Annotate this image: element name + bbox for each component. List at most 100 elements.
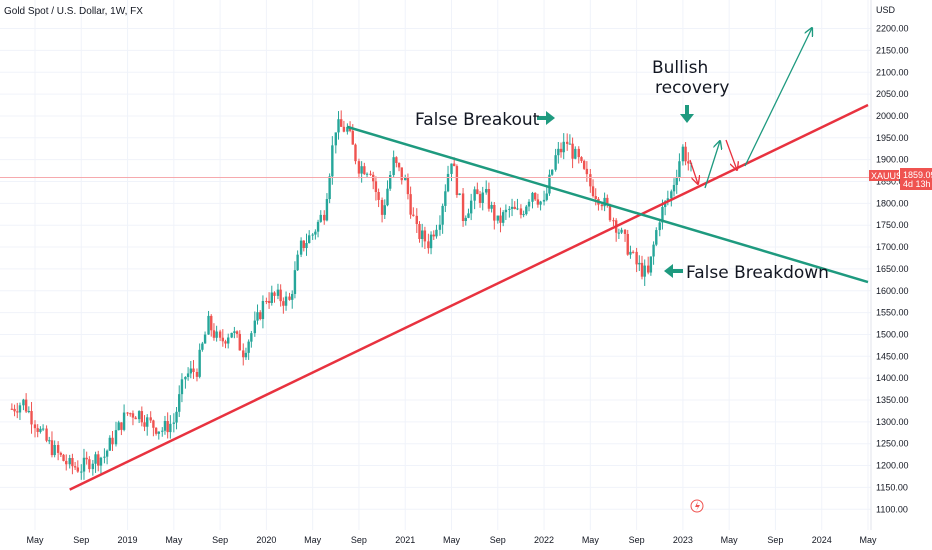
candle-body (455, 166, 459, 195)
candle-body (441, 205, 444, 225)
resistance-trend-line[interactable] (347, 125, 869, 284)
candle-body (372, 174, 375, 182)
candle-body (527, 201, 531, 207)
lightning-icon[interactable] (690, 499, 704, 513)
grid (0, 0, 871, 530)
candle-body (493, 204, 496, 221)
x-tick-label: May (26, 535, 44, 545)
symbol-title: Gold Spot / U.S. Dollar, 1W, FX (4, 6, 143, 17)
candle-body (122, 412, 126, 430)
candle-body (435, 229, 438, 237)
candle-body (161, 430, 164, 432)
candle-body (169, 423, 172, 433)
candle-body (612, 220, 615, 222)
candle-body (452, 163, 456, 167)
candle-body (420, 230, 424, 239)
candle-body (65, 460, 68, 465)
candle-body (354, 144, 357, 162)
candle-body (600, 204, 604, 207)
candle-body (323, 214, 326, 221)
candle-body (508, 208, 511, 210)
x-tick-label: 2021 (395, 535, 415, 545)
candle-body (357, 161, 361, 174)
candle-body (175, 411, 178, 423)
candle-body (319, 214, 322, 222)
candle-body (365, 173, 369, 175)
projection-up-arrow-2 (744, 28, 812, 167)
candle-body (111, 437, 114, 445)
x-tick-label: 2020 (256, 535, 276, 545)
candle-body (180, 379, 184, 395)
candle-body (672, 184, 676, 192)
candle-body (415, 215, 418, 225)
candle-body (307, 235, 311, 244)
candle-body (450, 163, 453, 174)
candle-body (467, 213, 470, 218)
candle-body (589, 174, 592, 187)
candle-body (146, 417, 149, 427)
y-tick-label: 2200.00 (876, 24, 909, 34)
candle-body (207, 315, 210, 335)
candle-body (227, 337, 230, 344)
candle-body (377, 192, 380, 200)
candle-body (438, 224, 442, 230)
candle-body (10, 408, 14, 410)
candle-body (649, 256, 653, 273)
candle-body (675, 177, 678, 185)
candle-body (259, 312, 262, 320)
candle-body (687, 161, 690, 164)
candle-body (36, 428, 39, 432)
candle-body (550, 169, 554, 175)
candle-body (444, 191, 447, 206)
candle-body (594, 196, 597, 199)
candle-body (412, 214, 415, 216)
candle-body (33, 424, 37, 429)
time-scale: May Sep 2019 May Sep 2020 May Sep 2021 May Sep 2022… (26, 535, 877, 545)
x-tick-label: May (443, 535, 461, 545)
candle-body (293, 270, 297, 294)
candle-body (88, 459, 91, 470)
candle-body (446, 173, 450, 192)
candle-body (218, 331, 222, 338)
x-tick-label: May (304, 535, 322, 545)
candle-body (48, 440, 51, 442)
y-tick-label: 1400.00 (876, 373, 909, 383)
candle-body (487, 189, 491, 209)
false-breakdown-label: False Breakdown (686, 263, 829, 283)
candle-body (360, 166, 363, 174)
y-tick-label: 1800.00 (876, 198, 909, 208)
y-tick-label: 1950.00 (876, 133, 909, 143)
candle-body (568, 143, 572, 145)
candle-body (565, 141, 569, 144)
candle-body (94, 454, 97, 464)
candle-body (400, 167, 403, 181)
pullback-red-arrow (689, 159, 698, 184)
candle-body (481, 192, 484, 203)
candle-body (404, 177, 407, 181)
x-tick-label: Sep (212, 535, 228, 545)
candle-body (490, 204, 493, 209)
candle-body (684, 146, 687, 162)
candle-body (519, 208, 523, 215)
candle-body (140, 411, 144, 423)
candles (10, 110, 693, 480)
candle-body (531, 192, 534, 202)
x-tick-label: 2023 (673, 535, 693, 545)
candle-body (635, 251, 638, 265)
candle-body (388, 175, 392, 189)
candle-body (539, 201, 542, 205)
candle-body (606, 197, 609, 205)
candle-body (253, 320, 257, 334)
candle-body (646, 265, 650, 273)
price-tag: XAUUSD 1859.09 4d 13h (869, 168, 932, 190)
candle-body (461, 193, 465, 222)
candle-body (478, 194, 482, 203)
candle-body (496, 215, 499, 221)
candle-body (215, 331, 218, 338)
candle-body (82, 457, 86, 472)
candle-body (91, 463, 95, 470)
price-tag-countdown: 4d 13h (903, 179, 931, 189)
candle-body (681, 146, 685, 162)
false-breakout-arrow (537, 111, 555, 125)
